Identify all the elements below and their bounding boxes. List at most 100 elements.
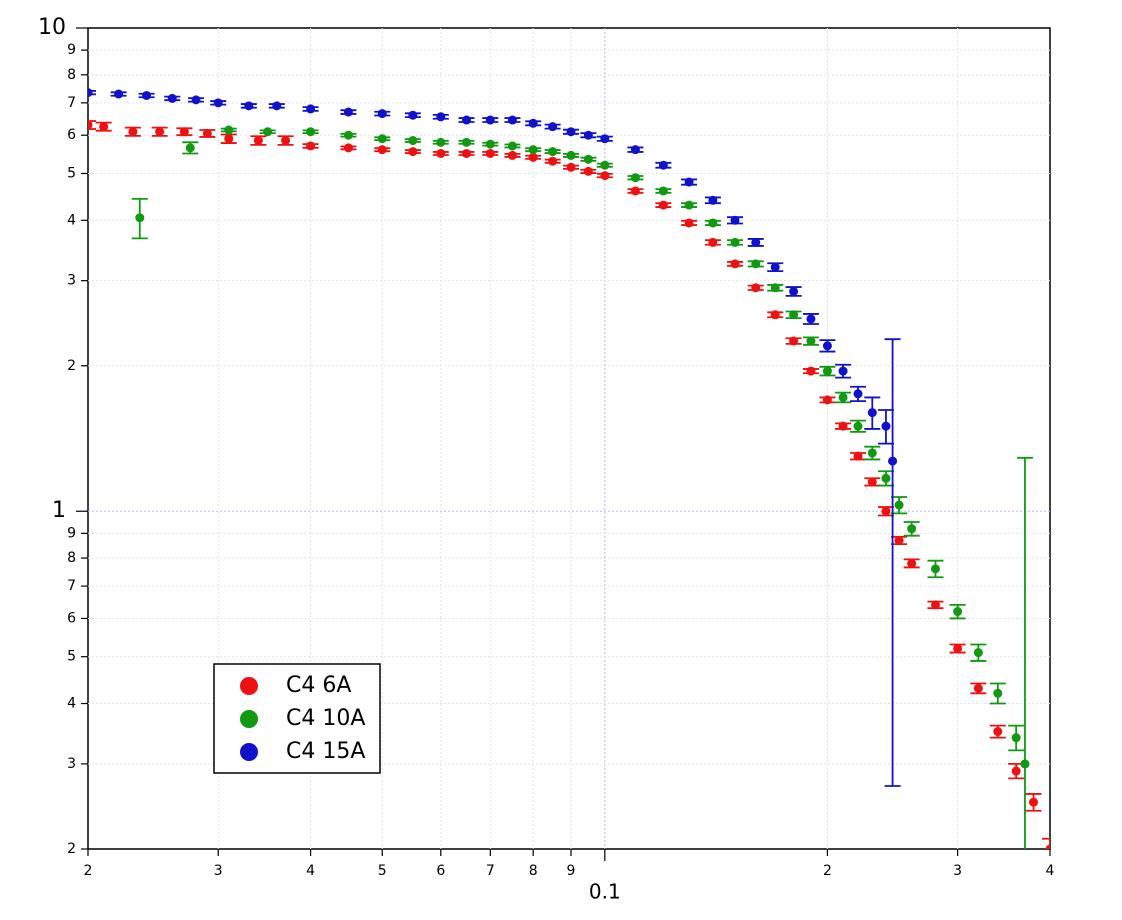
y-tick-label: 10 — [38, 15, 66, 40]
y-tick-label: 8 — [67, 550, 76, 566]
point — [708, 195, 718, 205]
point — [485, 148, 495, 158]
point — [770, 283, 780, 293]
point — [114, 89, 124, 99]
point — [202, 128, 212, 138]
point — [343, 143, 353, 153]
point — [867, 477, 877, 487]
point — [263, 127, 273, 137]
point — [930, 564, 940, 574]
point — [789, 310, 799, 320]
point — [630, 145, 640, 155]
y-tick-label: 6 — [67, 127, 76, 143]
point — [888, 456, 898, 466]
point — [167, 93, 177, 103]
x-tick-label: 2 — [84, 863, 93, 879]
point — [1045, 844, 1050, 849]
point — [789, 336, 799, 346]
point — [461, 148, 471, 158]
point — [600, 171, 610, 181]
point — [507, 141, 517, 151]
point — [894, 535, 904, 545]
point — [993, 688, 1003, 698]
y-tick-label: 2 — [67, 841, 76, 857]
point — [306, 127, 316, 137]
point — [485, 139, 495, 149]
point — [185, 143, 195, 153]
point — [1011, 766, 1021, 776]
point — [770, 262, 780, 272]
point — [853, 451, 863, 461]
y-tick-label: 4 — [67, 212, 76, 228]
y-tick-label: 4 — [67, 696, 76, 712]
point — [244, 101, 254, 111]
plot-frame — [87, 27, 1051, 850]
point — [658, 200, 668, 210]
point — [730, 237, 740, 247]
point — [822, 395, 832, 405]
point — [770, 310, 780, 320]
point — [684, 177, 694, 187]
point — [881, 473, 891, 483]
y-tick-label: 2 — [67, 358, 76, 374]
point — [155, 127, 165, 137]
point — [436, 148, 446, 158]
point — [461, 115, 471, 125]
error-bar — [1016, 456, 1033, 849]
point — [806, 314, 816, 324]
point — [630, 186, 640, 196]
point — [838, 366, 848, 376]
point — [881, 421, 891, 431]
point — [566, 150, 576, 160]
point — [548, 147, 558, 157]
point — [224, 125, 234, 135]
y-tick-label: 1 — [52, 498, 66, 523]
point — [566, 127, 576, 137]
point — [600, 160, 610, 170]
point — [708, 237, 718, 247]
point — [751, 237, 761, 247]
point — [306, 141, 316, 151]
point — [658, 186, 668, 196]
legend-label: C4 10A — [286, 706, 365, 731]
point — [566, 162, 576, 172]
point — [88, 120, 93, 130]
point — [436, 137, 446, 147]
point — [853, 389, 863, 399]
point — [253, 136, 263, 146]
point — [789, 286, 799, 296]
x-tick-label: 4 — [1046, 863, 1055, 879]
y-tick-label: 9 — [67, 42, 76, 58]
point — [213, 98, 223, 108]
point — [281, 136, 291, 146]
point — [528, 145, 538, 155]
y-tick-label: 9 — [67, 525, 76, 541]
point — [191, 95, 201, 105]
plot-area — [88, 88, 1050, 849]
x-tick-label: 8 — [529, 863, 538, 879]
point — [930, 600, 940, 610]
point — [806, 336, 816, 346]
point — [907, 558, 917, 568]
point — [583, 130, 593, 140]
point — [684, 218, 694, 228]
y-tick-label: 8 — [67, 67, 76, 83]
point — [973, 683, 983, 693]
point — [730, 215, 740, 225]
x-tick-label: 4 — [306, 863, 315, 879]
legend-label: C4 15A — [286, 739, 365, 764]
point — [461, 137, 471, 147]
point — [822, 341, 832, 351]
point — [953, 643, 963, 653]
point — [179, 127, 189, 137]
point — [881, 506, 891, 516]
y-tick-label: 3 — [67, 756, 76, 772]
point — [272, 101, 282, 111]
point — [436, 112, 446, 122]
point — [548, 122, 558, 132]
point — [507, 150, 517, 160]
point — [142, 90, 152, 100]
y-tick-label: 7 — [67, 578, 76, 594]
x-tick-label: 2 — [823, 863, 832, 879]
